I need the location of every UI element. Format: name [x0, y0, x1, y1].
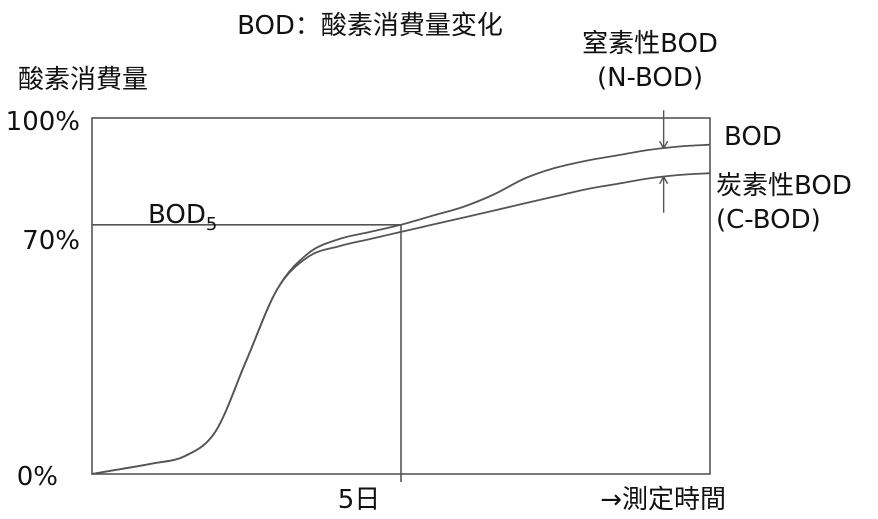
n-bod-bottom-arrow-head-left — [659, 176, 665, 185]
bod5-label: BOD5 — [148, 200, 217, 235]
x-axis-label: →測定時間 — [600, 485, 726, 515]
n-bod-label-extra: (N-BOD) — [597, 63, 703, 93]
n-bod-top-arrow-head-right — [663, 140, 669, 149]
bod5-label-sub: 5 — [206, 214, 217, 235]
n-bod-top-arrow-head-left — [659, 140, 665, 149]
c-bod-curve — [91, 172, 711, 475]
y-tick-label-70: 70% — [22, 226, 80, 256]
bod5-label-main: BOD — [148, 200, 206, 230]
n-bod-gap-arrows — [659, 110, 669, 213]
y-tick-label-0: 0% — [17, 462, 58, 492]
series-label-c-bod: 炭素性BOD — [716, 171, 852, 201]
chart-title: BOD：酸素消費量変化 — [237, 11, 503, 41]
series-label-c-bod-extra: (C-BOD) — [716, 205, 821, 235]
n-bod-bottom-arrow-head-right — [663, 176, 669, 185]
y-axis-label: 酸素消費量 — [18, 65, 148, 95]
x-tick-label-5: 5日 — [338, 485, 381, 515]
y-tick-label-100: 100% — [6, 107, 80, 137]
series-label-bod: BOD — [724, 122, 782, 152]
n-bod-label: 窒素性BOD — [582, 29, 718, 59]
